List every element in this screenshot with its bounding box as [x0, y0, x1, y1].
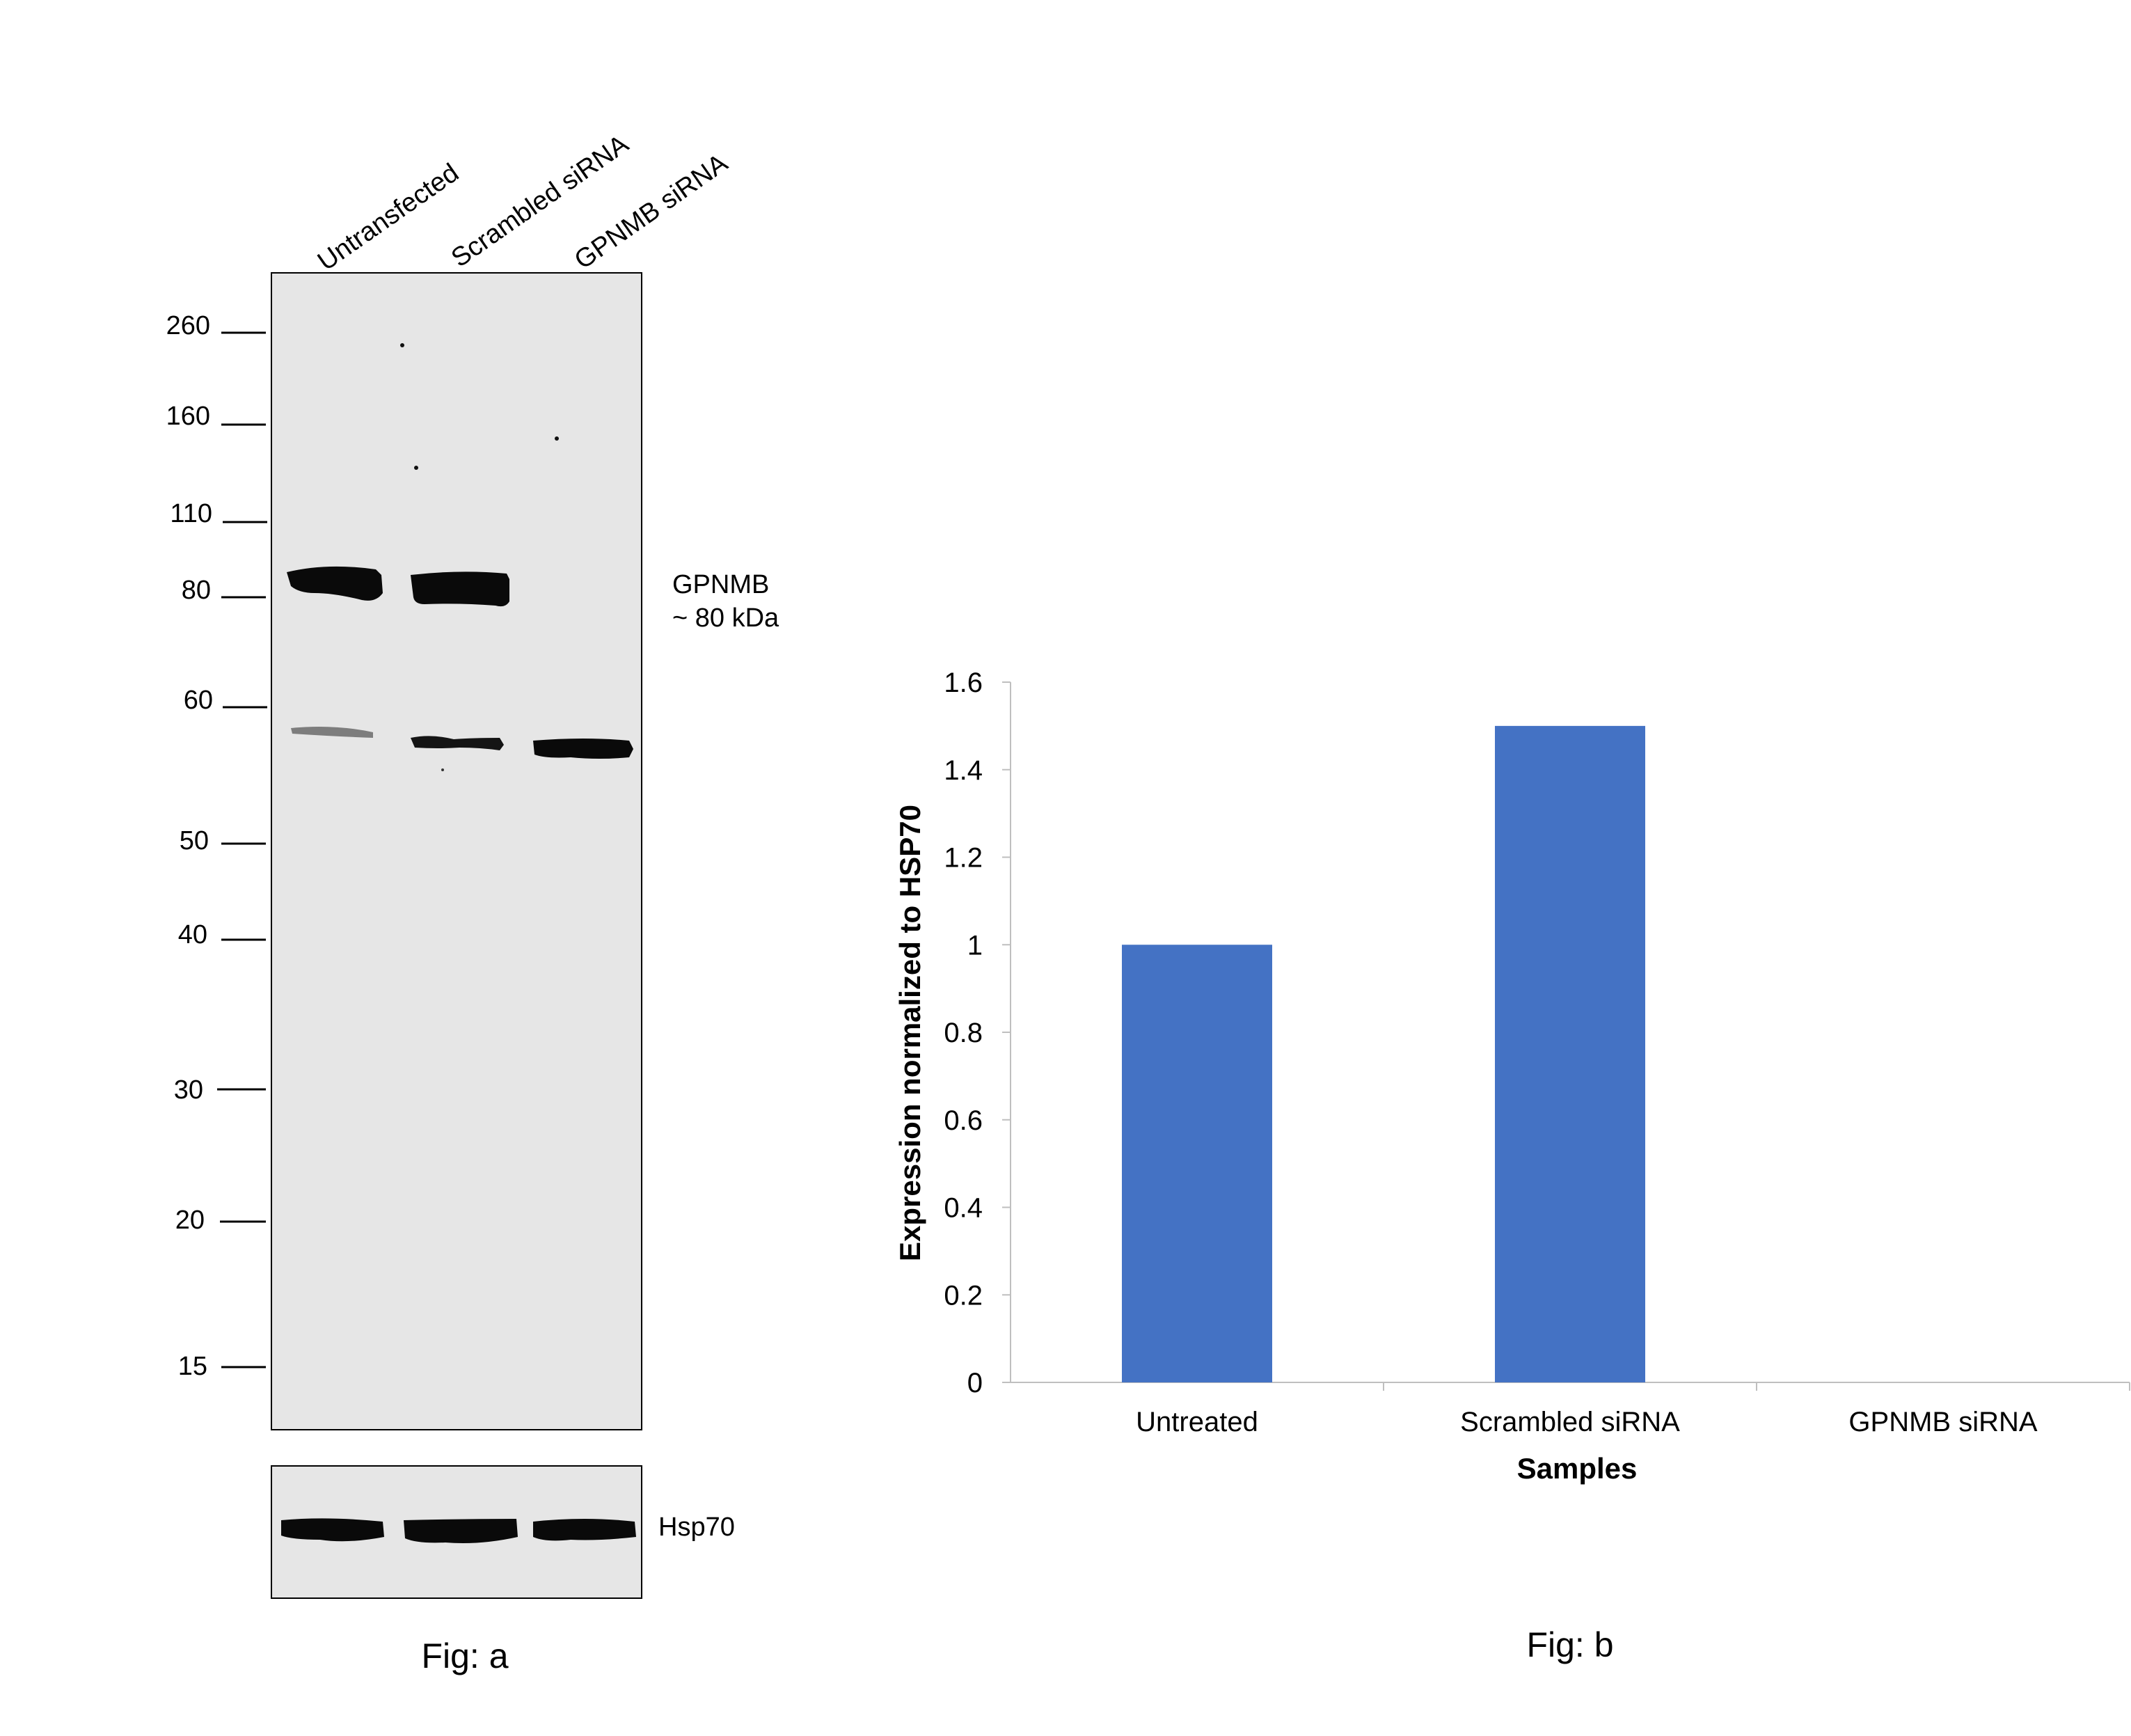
gpnmb-bands [287, 566, 509, 607]
band-gpnmb-untransfected [287, 566, 383, 601]
marker-label-160: 160 [166, 402, 210, 431]
membrane-specks [400, 343, 559, 771]
figure-caption-b: Fig: b [1526, 1625, 1613, 1664]
band-gpnmb-scrambled [411, 571, 509, 607]
band-lower-gpnmb-sirna [533, 739, 633, 759]
marker-label-110: 110 [170, 499, 212, 528]
x-tick-labels: Untreated Scrambled siRNA GPNMB siRNA [1136, 1407, 2038, 1437]
marker-ladder: 260 160 110 80 60 50 40 30 20 15 [166, 311, 267, 1381]
y-tick-label: 0.8 [944, 1018, 983, 1048]
y-tick-label: 1.6 [944, 668, 983, 698]
speck [414, 466, 418, 470]
band-lower-untransfected [291, 727, 373, 738]
speck [400, 343, 404, 347]
marker-label-30: 30 [174, 1075, 203, 1105]
marker-label-60: 60 [184, 686, 213, 715]
y-tick-label: 1.4 [944, 755, 983, 786]
gpnmb-band-label: GPNMB [672, 570, 769, 599]
x-tick-label: Scrambled siRNA [1460, 1407, 1680, 1437]
y-axis-label: Expression normalized to HSP70 [894, 805, 926, 1261]
y-tick-label: 0.4 [944, 1193, 983, 1224]
marker-label-40: 40 [178, 920, 207, 949]
panel-b-bar-chart: 0 0.2 0.4 0.6 0.8 1 1.2 1.4 1.6 Untreated Scrambl… [894, 668, 2130, 1664]
y-tick-label: 1.2 [944, 843, 983, 874]
band-hsp70-gpnmb-sirna [533, 1519, 636, 1541]
marker-label-50: 50 [180, 826, 209, 855]
band-hsp70-scrambled [404, 1519, 518, 1543]
hsp70-bands [281, 1518, 636, 1543]
y-tick-label: 0.6 [944, 1105, 983, 1136]
marker-label-260: 260 [166, 311, 210, 340]
lane-label-untransfected: Untransfected [312, 158, 464, 276]
y-axis-ticks: 0 0.2 0.4 0.6 0.8 1 1.2 1.4 1.6 [944, 668, 1011, 1398]
marker-label-20: 20 [175, 1206, 205, 1235]
x-tick-label: Untreated [1136, 1407, 1258, 1437]
blot-membrane [271, 272, 642, 1430]
figure-caption-a: Fig: a [421, 1636, 508, 1675]
speck [555, 436, 559, 441]
band-lower-scrambled [411, 736, 504, 750]
bar-scrambled-sirna [1495, 725, 1645, 1382]
y-tick-label: 1 [967, 930, 983, 961]
lower-bands [291, 727, 633, 759]
y-tick-label: 0.2 [944, 1280, 983, 1311]
y-tick-label: 0 [967, 1368, 983, 1398]
speck [441, 768, 444, 771]
bar-untreated [1122, 945, 1272, 1382]
x-tick-label: GPNMB siRNA [1848, 1407, 2037, 1437]
panel-a-western-blot: Untransfected Scrambled siRNA GPNMB siRN… [166, 129, 779, 1675]
x-axis-label: Samples [1517, 1452, 1638, 1485]
band-hsp70-untransfected [281, 1518, 384, 1542]
marker-label-80: 80 [182, 576, 211, 605]
marker-label-15: 15 [178, 1352, 207, 1381]
gpnmb-band-size-label: ~ 80 kDa [672, 603, 779, 633]
hsp70-label: Hsp70 [658, 1513, 735, 1542]
x-axis-ticks [1383, 1382, 2130, 1391]
bars [1122, 725, 1645, 1382]
